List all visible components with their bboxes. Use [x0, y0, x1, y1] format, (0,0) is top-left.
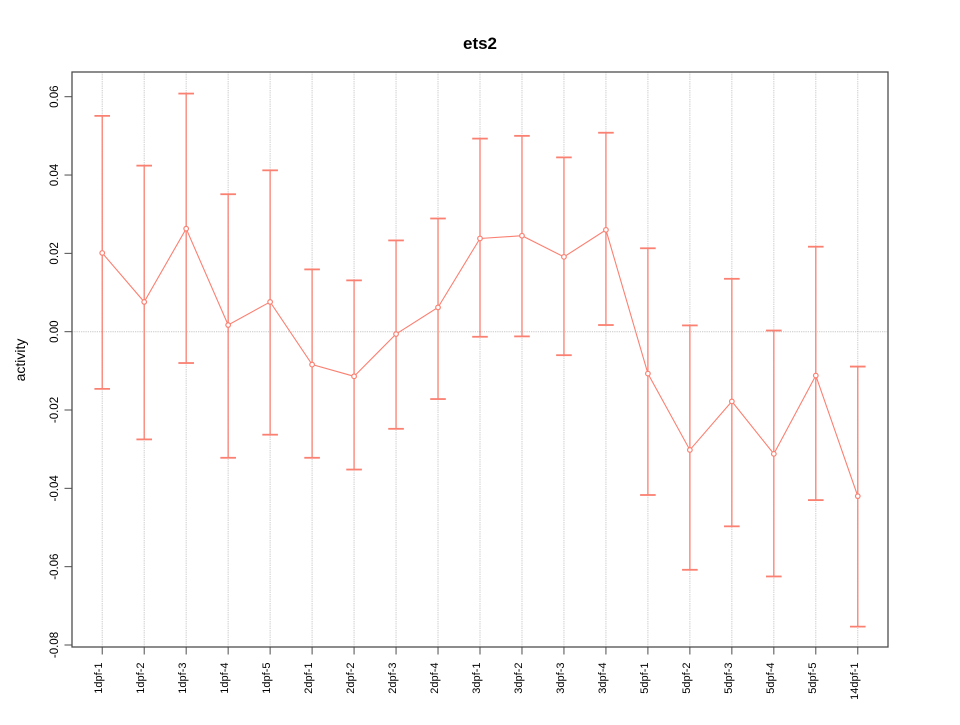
svg-text:3dpf-3: 3dpf-3 — [555, 663, 567, 694]
svg-text:1dpf-5: 1dpf-5 — [261, 663, 273, 694]
svg-text:5dpf-2: 5dpf-2 — [681, 663, 693, 694]
svg-text:-0.08: -0.08 — [49, 632, 61, 658]
svg-text:0.02: 0.02 — [49, 242, 61, 264]
svg-text:5dpf-4: 5dpf-4 — [765, 663, 777, 694]
svg-text:-0.02: -0.02 — [49, 397, 61, 423]
svg-text:5dpf-3: 5dpf-3 — [723, 663, 735, 694]
svg-text:2dpf-4: 2dpf-4 — [429, 663, 441, 694]
svg-text:5dpf-5: 5dpf-5 — [807, 663, 819, 694]
svg-text:1dpf-2: 1dpf-2 — [135, 663, 147, 694]
svg-text:0.04: 0.04 — [49, 163, 61, 186]
svg-text:14dpf-1: 14dpf-1 — [849, 663, 861, 700]
svg-text:0.06: 0.06 — [49, 86, 61, 108]
svg-text:2dpf-1: 2dpf-1 — [303, 663, 315, 694]
svg-text:3dpf-2: 3dpf-2 — [513, 663, 525, 694]
svg-text:3dpf-1: 3dpf-1 — [471, 663, 483, 694]
svg-text:3dpf-4: 3dpf-4 — [597, 663, 609, 694]
svg-text:-0.04: -0.04 — [49, 475, 61, 502]
svg-text:1dpf-3: 1dpf-3 — [177, 663, 189, 694]
svg-text:0.00: 0.00 — [49, 320, 61, 342]
svg-text:1dpf-1: 1dpf-1 — [93, 663, 105, 694]
svg-text:1dpf-4: 1dpf-4 — [219, 663, 231, 694]
svg-text:-0.06: -0.06 — [49, 554, 61, 580]
svg-text:2dpf-2: 2dpf-2 — [345, 663, 357, 694]
svg-text:5dpf-1: 5dpf-1 — [639, 663, 651, 694]
svg-text:2dpf-3: 2dpf-3 — [387, 663, 399, 694]
